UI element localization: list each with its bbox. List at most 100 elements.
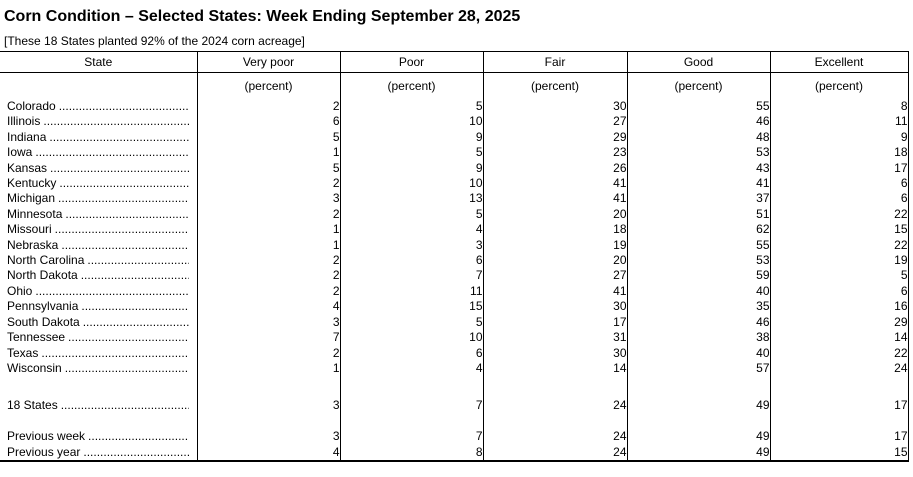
dot-leader bbox=[49, 130, 188, 145]
value-cell-good: 62 bbox=[626, 222, 770, 238]
value-cell-fair: 41 bbox=[482, 283, 627, 300]
state-name: Illinois bbox=[7, 114, 41, 129]
state-name: Previous year bbox=[7, 444, 81, 459]
value-cell-poor: 11 bbox=[339, 283, 483, 300]
value-cell-poor: 8 bbox=[339, 444, 483, 461]
table-row: Ohio 2 11 41 40 6 bbox=[0, 283, 909, 300]
state-name-cell: Iowa bbox=[0, 145, 197, 160]
dot-leader bbox=[68, 330, 188, 345]
dot-leader bbox=[81, 299, 188, 314]
value-cell-very-poor: 2 bbox=[196, 176, 340, 192]
unit-label-excellent: (percent) bbox=[769, 72, 909, 99]
dot-leader bbox=[65, 207, 188, 222]
value-cell-excellent: 17 bbox=[769, 429, 909, 445]
table-row: Kansas 5 9 26 43 17 bbox=[0, 160, 909, 177]
value-cell-good: 48 bbox=[626, 129, 770, 146]
value-cell-good: 37 bbox=[626, 191, 770, 207]
value-cell-excellent: 6 bbox=[769, 191, 909, 207]
table-row: Previous year 4 8 24 49 15 bbox=[0, 444, 909, 461]
value-cell-poor: 6 bbox=[339, 253, 483, 269]
table-row: North Carolina 2 6 20 53 19 bbox=[0, 253, 909, 269]
state-name: Previous week bbox=[7, 429, 86, 444]
unit-label-good: (percent) bbox=[626, 72, 770, 99]
value-cell-excellent: 5 bbox=[769, 268, 909, 284]
dot-leader bbox=[61, 398, 189, 413]
table-row: North Dakota 2 7 27 59 5 bbox=[0, 268, 909, 284]
value-cell-excellent: 6 bbox=[769, 176, 909, 192]
state-name: Colorado bbox=[7, 99, 56, 113]
state-name: Wisconsin bbox=[7, 360, 62, 375]
table-row: Indiana 5 9 29 48 9 bbox=[0, 129, 909, 146]
unit-label-poor: (percent) bbox=[339, 72, 483, 99]
value-cell-excellent: 6 bbox=[769, 283, 909, 300]
value-cell-excellent: 22 bbox=[769, 237, 909, 254]
value-cell-good: 49 bbox=[626, 398, 770, 414]
table-header-row: State Very poor Poor Fair Good Excellent bbox=[0, 51, 909, 73]
value-cell-good: 53 bbox=[626, 145, 770, 161]
value-cell-poor: 4 bbox=[339, 222, 483, 238]
dot-leader bbox=[61, 238, 188, 253]
state-name-cell: Missouri bbox=[0, 222, 197, 237]
state-name-cell: South Dakota bbox=[0, 315, 197, 330]
dot-leader bbox=[43, 114, 188, 129]
value-cell-fair: 27 bbox=[482, 268, 627, 284]
dot-leader bbox=[59, 176, 188, 191]
state-name: Kansas bbox=[7, 160, 48, 175]
dot-leader bbox=[35, 284, 188, 299]
value-cell-excellent: 19 bbox=[769, 253, 909, 269]
state-name: North Dakota bbox=[7, 268, 78, 283]
state-name-cell: Ohio bbox=[0, 284, 197, 299]
state-name-cell: Previous year bbox=[0, 445, 197, 461]
value-cell-excellent: 15 bbox=[769, 444, 909, 461]
dot-leader bbox=[83, 315, 189, 330]
value-cell-fair: 27 bbox=[482, 114, 627, 130]
value-cell-very-poor: 5 bbox=[196, 160, 340, 177]
value-cell-very-poor: 1 bbox=[196, 145, 340, 161]
table-row: 18 States 3 7 24 49 17 bbox=[0, 398, 909, 414]
state-name-cell: Minnesota bbox=[0, 207, 197, 222]
value-cell-fair: 20 bbox=[482, 253, 627, 269]
state-name: Minnesota bbox=[7, 206, 63, 221]
state-name-cell: Tennessee bbox=[0, 330, 197, 345]
value-cell-poor: 10 bbox=[339, 114, 483, 130]
state-name-cell: Previous week bbox=[0, 429, 197, 444]
value-cell-good: 38 bbox=[626, 330, 770, 346]
state-name: North Carolina bbox=[7, 253, 85, 268]
state-name: South Dakota bbox=[7, 314, 80, 329]
value-cell-fair: 30 bbox=[482, 345, 627, 361]
state-name-cell: Colorado bbox=[0, 99, 197, 114]
state-name-cell: Wisconsin bbox=[0, 361, 197, 376]
value-cell-good: 46 bbox=[626, 114, 770, 130]
column-header-good: Good bbox=[626, 51, 770, 73]
value-cell-fair: 23 bbox=[482, 145, 627, 161]
state-name: Indiana bbox=[7, 129, 47, 144]
state-name-cell: Illinois bbox=[0, 114, 197, 129]
value-cell-good: 49 bbox=[626, 444, 770, 461]
state-name: Missouri bbox=[7, 222, 52, 237]
value-cell-very-poor: 7 bbox=[196, 330, 340, 346]
column-header-excellent: Excellent bbox=[769, 51, 909, 73]
state-name: Tennessee bbox=[7, 330, 66, 345]
value-cell-good: 40 bbox=[626, 345, 770, 361]
state-name: 18 States bbox=[7, 398, 58, 413]
value-cell-good: 41 bbox=[626, 176, 770, 192]
value-cell-poor: 5 bbox=[339, 314, 483, 331]
value-cell-poor: 7 bbox=[339, 398, 483, 414]
value-cell-poor: 10 bbox=[339, 176, 483, 192]
value-cell-fair: 24 bbox=[482, 398, 627, 414]
column-header-state: State bbox=[0, 51, 197, 73]
value-cell-very-poor: 3 bbox=[196, 314, 340, 331]
column-header-poor: Poor bbox=[339, 51, 483, 73]
value-cell-good: 55 bbox=[626, 237, 770, 254]
value-cell-fair: 24 bbox=[482, 444, 627, 461]
value-cell-very-poor: 6 bbox=[196, 114, 340, 130]
state-name-cell: 18 States bbox=[0, 398, 197, 413]
value-cell-fair: 26 bbox=[482, 160, 627, 177]
table-row: Pennsylvania 4 15 30 35 16 bbox=[0, 299, 909, 315]
state-name-cell: Kansas bbox=[0, 161, 197, 176]
value-cell-excellent: 8 bbox=[769, 99, 909, 115]
value-cell-fair: 17 bbox=[482, 314, 627, 331]
dot-leader bbox=[65, 361, 189, 376]
unit-label-very-poor: (percent) bbox=[196, 72, 340, 99]
value-cell-fair: 20 bbox=[482, 206, 627, 223]
